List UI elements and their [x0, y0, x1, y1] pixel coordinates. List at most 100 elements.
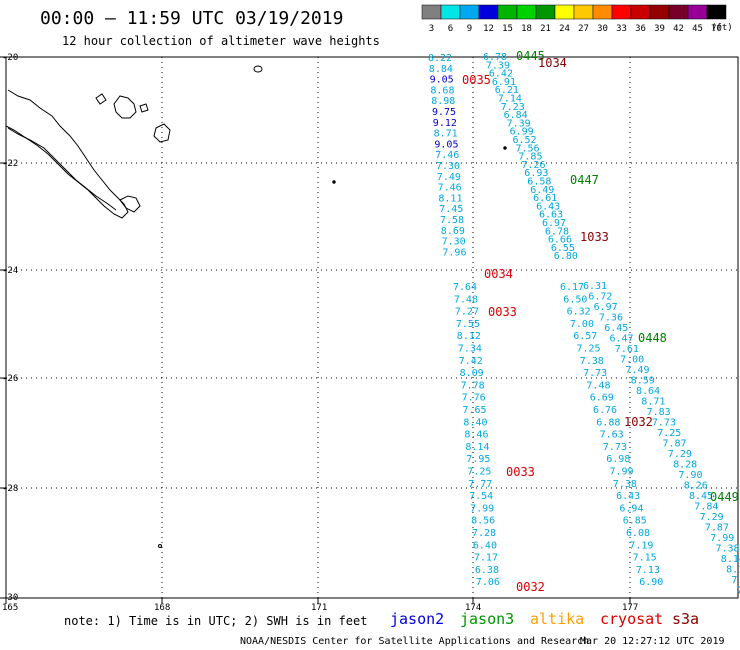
time-stamp: 0449	[710, 490, 739, 504]
wave-height-value: 6.40	[473, 540, 497, 551]
wave-height-value: 6.72	[588, 292, 612, 303]
wave-height-value: 8.14	[721, 554, 740, 565]
lat-label: -20	[2, 53, 18, 63]
wave-height-value: 7.5	[737, 586, 740, 597]
wave-height-value: 7.55	[456, 319, 480, 330]
lon-label: 171	[311, 603, 327, 613]
wave-height-value: 8.40	[463, 417, 487, 428]
ouvea-island	[95, 93, 107, 105]
legend-label: 27	[578, 24, 589, 34]
wave-height-value: 6.42	[489, 69, 513, 80]
legend-swatch	[649, 4, 670, 20]
wave-height-value: 7.15	[633, 553, 657, 564]
time-stamp: 0448	[638, 331, 667, 345]
legend-swatch	[668, 4, 689, 20]
wave-height-value: 7.84	[694, 502, 718, 513]
wave-height-value: 8.26	[684, 481, 708, 492]
wave-height-value: 6.99	[510, 127, 534, 138]
wave-height-value: 7.14	[498, 94, 522, 105]
wave-height-value: 7.63	[600, 430, 624, 441]
legend-swatch	[497, 4, 518, 20]
wave-height-value: 7.34	[458, 344, 482, 355]
wave-height-value: 9.12	[433, 118, 457, 129]
legend-swatch	[459, 4, 480, 20]
wave-height-value: 7.38	[613, 479, 637, 490]
wave-height-value: 6.45	[604, 323, 628, 334]
wave-height-value: 6.69	[590, 393, 614, 404]
wave-height-value: 8.22	[428, 53, 452, 64]
plot-frame	[5, 56, 739, 599]
wave-height-value: 7.30	[442, 237, 466, 248]
wave-height-value: 8.64	[636, 386, 660, 397]
legend-label: 24	[559, 24, 570, 34]
legend-swatch	[573, 4, 594, 20]
walpole-island	[253, 65, 263, 73]
wave-height-value: 6.50	[563, 294, 587, 305]
wave-height-value: 9.75	[432, 107, 456, 118]
legend-label: 30	[597, 24, 608, 34]
legend-label: 15	[502, 24, 513, 34]
time-stamp: 0033	[506, 465, 535, 479]
legend-swatch	[478, 4, 499, 20]
wave-height-value: 6.66	[548, 235, 572, 246]
legend-label: 33	[616, 24, 627, 34]
wave-height-value: 7.30	[436, 161, 460, 172]
wave-height-value: 7.49	[625, 365, 649, 376]
wave-height-value: 7.77	[468, 479, 492, 490]
wave-height-value: 7.25	[657, 428, 681, 439]
wave-height-value: 7.27	[455, 307, 479, 318]
wave-height-value: 7.39	[507, 118, 531, 129]
wave-height-value: 7.49	[437, 172, 461, 183]
map-title: 00:00 – 11:59 UTC 03/19/2019	[40, 8, 343, 29]
wave-height-value: 6.52	[513, 135, 537, 146]
wave-height-value: 6.78	[483, 52, 507, 63]
legend-label: 70	[711, 24, 722, 34]
legend-label: 12	[483, 24, 494, 34]
wave-height-value: 7.13	[636, 565, 660, 576]
footer-timestamp: Mar 20 12:27:12 UTC 2019	[580, 636, 725, 647]
wave-height-value: 6.43	[536, 201, 560, 212]
wave-height-value: 7.26	[521, 160, 545, 171]
small-island	[158, 544, 162, 548]
lon-label: 168	[154, 603, 170, 613]
wave-height-value: 7.48	[454, 294, 478, 305]
altimeter-tracks: 8.228.849.058.688.989.759.128.719.057.46…	[428, 52, 740, 597]
wave-height-value: 7.87	[705, 523, 729, 534]
wave-height-value: 8.59	[631, 376, 655, 387]
wave-height-value: 7.83	[647, 407, 671, 418]
legend-swatch	[687, 4, 708, 20]
wave-height-value: 8.68	[430, 85, 454, 96]
legend-label: 9	[467, 24, 472, 34]
wave-height-value: 8.17	[726, 565, 740, 576]
wave-height-value: 7.25	[467, 467, 491, 478]
wave-height-value: 7.85	[518, 152, 542, 163]
wave-height-value: 6.91	[492, 77, 516, 88]
lon-label: 174	[465, 603, 481, 613]
coast-fragment	[7, 127, 117, 211]
legend-swatch	[706, 4, 727, 20]
wave-height-value: 7.73	[583, 368, 607, 379]
wave-height-value: 7.38	[580, 356, 604, 367]
wave-height-value: 8.98	[431, 96, 455, 107]
lat-label: -26	[2, 374, 18, 384]
time-stamp: 1032	[624, 415, 653, 429]
legend-label: 6	[448, 24, 453, 34]
wave-height-value: 6.31	[583, 281, 607, 292]
wave-height-value: 7.76	[462, 393, 486, 404]
wave-height-value: 7.36	[599, 313, 623, 324]
wave-height-value: 7.19	[629, 540, 653, 551]
wave-height-value: 8.69	[441, 226, 465, 237]
wave-height-value: 6.84	[504, 110, 528, 121]
wave-height-value: 7.17	[474, 553, 498, 564]
footer-note: note: 1) Time is in UTC; 2) SWH is in fe…	[64, 614, 367, 628]
satellite-s3a: s3a	[672, 610, 699, 628]
time-stamp: 0445	[516, 49, 545, 63]
wave-height-value: 7.23	[501, 102, 525, 113]
wave-height-value: 6.63	[539, 210, 563, 221]
wave-height-value: 7.99	[710, 533, 734, 544]
wave-height-value: 7.46	[435, 150, 459, 161]
hunter-island	[332, 180, 336, 184]
small-island	[503, 146, 507, 150]
wave-height-value: 7.73	[652, 418, 676, 429]
wave-height-value: 7.61	[615, 344, 639, 355]
